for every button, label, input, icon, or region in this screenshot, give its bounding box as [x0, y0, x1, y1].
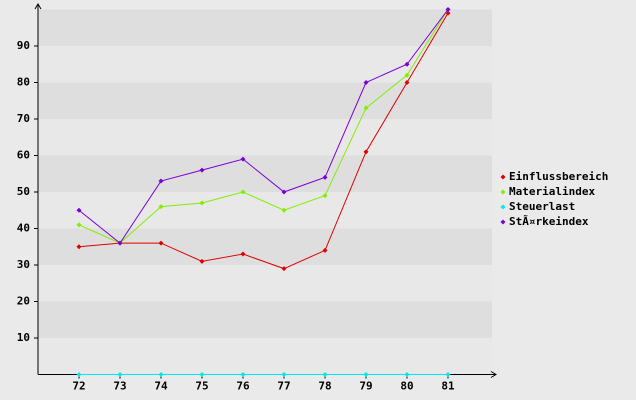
point: [158, 372, 164, 377]
y-tick-label: 50: [17, 185, 30, 198]
legend-marker: [500, 174, 506, 180]
x-tick-label: 74: [154, 380, 168, 393]
point: [76, 372, 82, 377]
point: [199, 167, 205, 173]
point: [117, 240, 123, 246]
grid-band: [38, 228, 492, 265]
legend-label: Einflussbereich: [509, 170, 608, 183]
point: [404, 72, 410, 78]
x-tick-label: 75: [195, 380, 208, 393]
point: [404, 80, 410, 85]
point: [281, 207, 287, 213]
y-tick-label: 20: [17, 295, 30, 308]
point: [281, 266, 287, 272]
point: [404, 61, 410, 67]
x-tick-label: 73: [113, 380, 126, 393]
point: [240, 156, 246, 162]
x-tick-label: 76: [236, 380, 250, 393]
point: [199, 258, 205, 264]
point: [199, 372, 205, 377]
y-tick-label: 30: [17, 258, 30, 271]
point: [158, 240, 164, 246]
y-tick-label: 40: [17, 222, 30, 235]
point: [363, 105, 369, 111]
point: [158, 204, 164, 210]
grid-band: [38, 155, 492, 192]
point: [445, 7, 451, 12]
point: [240, 189, 246, 195]
point: [404, 372, 410, 377]
point: [322, 193, 328, 199]
point: [445, 372, 451, 377]
point: [363, 80, 369, 85]
y-tick-label: 70: [17, 112, 30, 125]
point: [76, 207, 82, 213]
y-tick-label: 60: [17, 149, 30, 162]
point: [240, 251, 246, 257]
x-tick-label: 77: [277, 380, 290, 393]
x-tick-label: 72: [72, 380, 85, 393]
legend-label: Materialindex: [509, 185, 595, 198]
legend-marker: [500, 219, 506, 225]
grid-band: [38, 82, 492, 119]
point: [322, 372, 328, 377]
x-axis-arrow: [490, 371, 497, 378]
point: [76, 244, 82, 250]
point: [322, 174, 328, 180]
y-axis-arrow: [34, 3, 42, 10]
legend-marker: [500, 189, 506, 195]
y-tick-label: 80: [17, 76, 30, 89]
legend-marker: [500, 204, 506, 210]
point: [199, 200, 205, 206]
point: [281, 372, 287, 377]
point: [281, 189, 287, 195]
x-tick-label: 78: [318, 380, 331, 393]
series-line: [78, 12, 449, 270]
x-tick-label: 79: [359, 380, 372, 393]
point: [240, 372, 246, 377]
x-tick-label: 80: [400, 380, 413, 393]
grid-band: [38, 9, 492, 46]
x-tick-label: 81: [441, 380, 455, 393]
y-tick-label: 10: [17, 331, 30, 344]
legend-label: Steuerlast: [509, 200, 575, 213]
series-line: [78, 9, 449, 244]
point: [117, 372, 123, 377]
grid-band: [38, 301, 492, 338]
y-tick-label: 90: [17, 39, 30, 52]
point: [76, 222, 82, 228]
legend-label: StÃ¤rkeindex: [509, 215, 589, 228]
series-line: [78, 9, 449, 244]
point: [363, 372, 369, 377]
point: [322, 247, 328, 253]
point: [363, 149, 369, 155]
point: [158, 178, 164, 184]
